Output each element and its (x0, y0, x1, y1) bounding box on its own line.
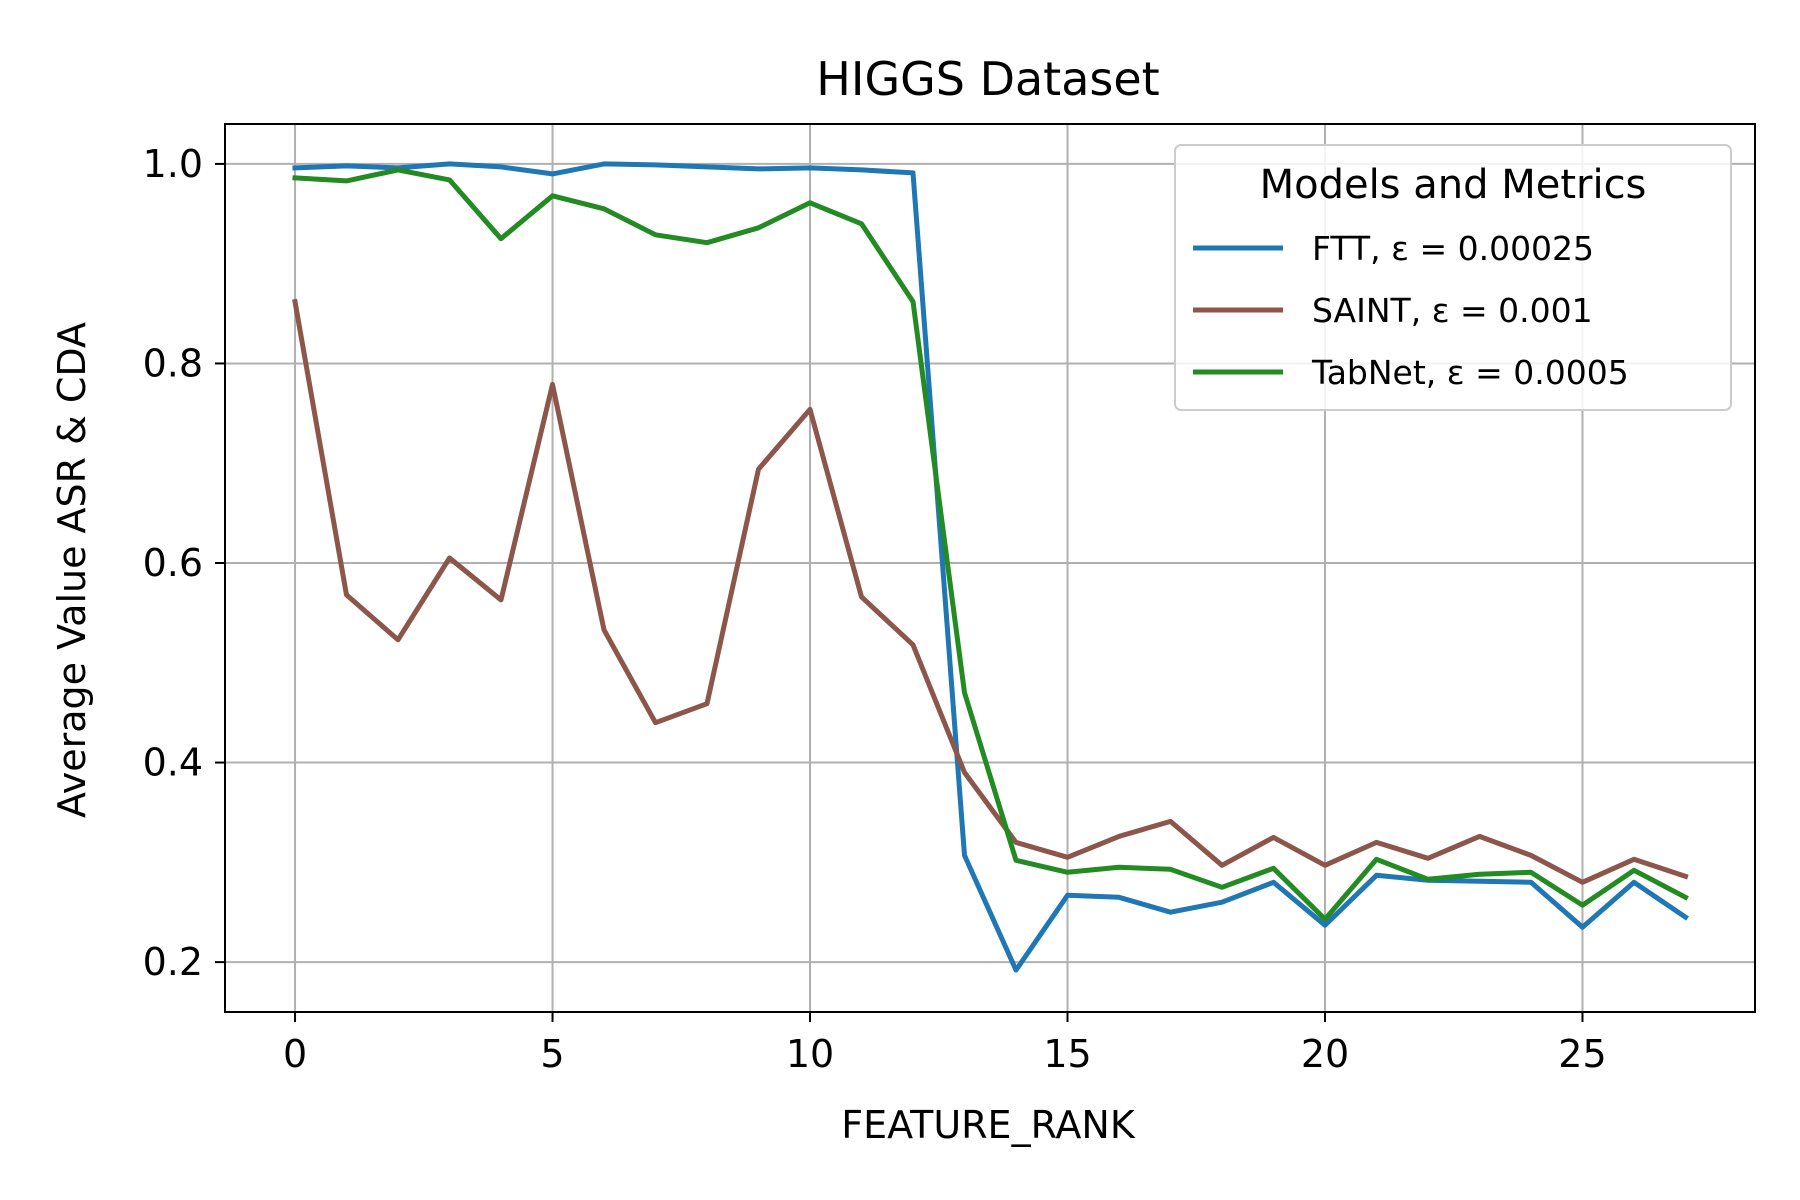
x-tick-label: 25 (1558, 1032, 1606, 1076)
y-tick-label: 0.2 (143, 940, 203, 984)
legend: Models and Metrics FTT, ε = 0.00025 SAINT… (1174, 144, 1732, 411)
y-axis-ticks: 0.2 0.4 0.6 0.8 1.0 (143, 142, 225, 984)
series-lines (292, 161, 1689, 973)
legend-box (1174, 144, 1732, 411)
x-axis-ticks: 0 5 10 15 20 25 (283, 1012, 1607, 1076)
legend-entry-label: FTT, ε = 0.00025 (1312, 229, 1594, 268)
plot-frame (224, 123, 1756, 1013)
y-tick-label: 0.8 (143, 341, 203, 385)
series-line (292, 167, 1689, 922)
series-line (292, 161, 1689, 973)
legend-entry-label: TabNet, ε = 0.0005 (1311, 353, 1629, 392)
legend-title: Models and Metrics (1260, 162, 1647, 208)
legend-entry-label: SAINT, ε = 0.001 (1312, 291, 1593, 330)
x-tick-label: 20 (1301, 1032, 1349, 1076)
y-tick-label: 0.6 (143, 541, 203, 585)
y-axis-label: Average Value ASR & CDA (50, 322, 94, 818)
x-tick-label: 10 (786, 1032, 834, 1076)
x-tick-label: 0 (283, 1032, 307, 1076)
chart-title: HIGGS Dataset (816, 52, 1159, 106)
legend-items: FTT, ε = 0.00025 SAINT, ε = 0.001 TabNet, … (1193, 229, 1629, 392)
series-line (292, 298, 1689, 885)
x-tick-label: 15 (1043, 1032, 1091, 1076)
x-tick-label: 5 (540, 1032, 564, 1076)
x-axis-label: FEATURE_RANK (841, 1103, 1136, 1147)
y-tick-label: 1.0 (143, 142, 203, 186)
y-tick-label: 0.4 (143, 741, 203, 785)
